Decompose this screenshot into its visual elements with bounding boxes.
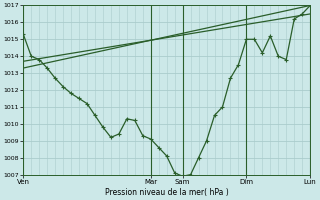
X-axis label: Pression niveau de la mer( hPa ): Pression niveau de la mer( hPa ) [105, 188, 228, 197]
